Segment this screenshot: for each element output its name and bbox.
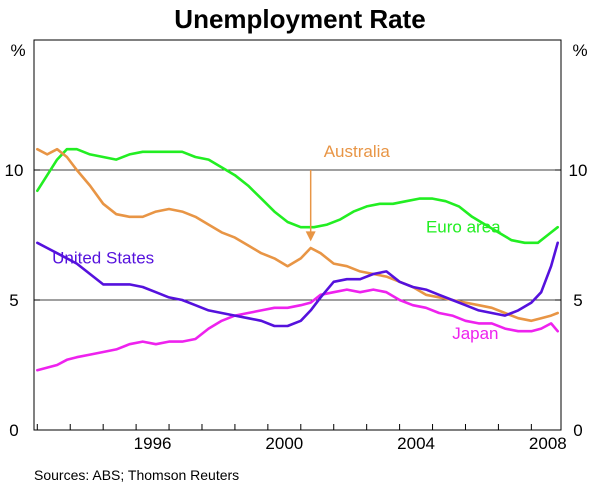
annotation-arrow-head — [305, 231, 316, 242]
series-label-japan: Japan — [452, 324, 498, 343]
x-tick-label-2008: 2008 — [529, 434, 567, 453]
y-tick-label-left: 10 — [5, 161, 24, 180]
gridlines — [34, 169, 561, 301]
series-label-euro-area: Euro area — [426, 217, 501, 236]
plot-frame — [33, 39, 562, 431]
series-label-australia: Australia — [324, 142, 391, 161]
annotations: Euro area Australia United States Japan — [52, 142, 501, 343]
y-tick-label-right: 10 — [569, 161, 588, 180]
y-tick-label-right: 0 — [573, 421, 582, 440]
series-label-united-states: United States — [52, 249, 154, 268]
x-tick-label-1996: 1996 — [134, 434, 172, 453]
y-tick-label-right: 5 — [573, 291, 582, 310]
source-note: Sources: ABS; Thomson Reuters — [34, 467, 239, 483]
y-unit-right: % — [572, 41, 587, 60]
y-tick-label-left: 5 — [9, 291, 18, 310]
axes: 0 0 5 5 10 10 1996 2000 2004 2008 — [5, 161, 588, 453]
series-line-japan — [35, 288, 560, 372]
x-tick-label-2000: 2000 — [265, 434, 303, 453]
series-line-australia — [35, 147, 560, 323]
x-tick-label-2004: 2004 — [397, 434, 435, 453]
series-lines — [35, 147, 560, 372]
series-line-euro-area — [35, 147, 560, 245]
chart-title: Unemployment Rate — [174, 4, 425, 34]
y-unit-left: % — [10, 41, 25, 60]
series-line-united-states — [35, 241, 560, 328]
y-tick-label-left: 0 — [9, 421, 18, 440]
